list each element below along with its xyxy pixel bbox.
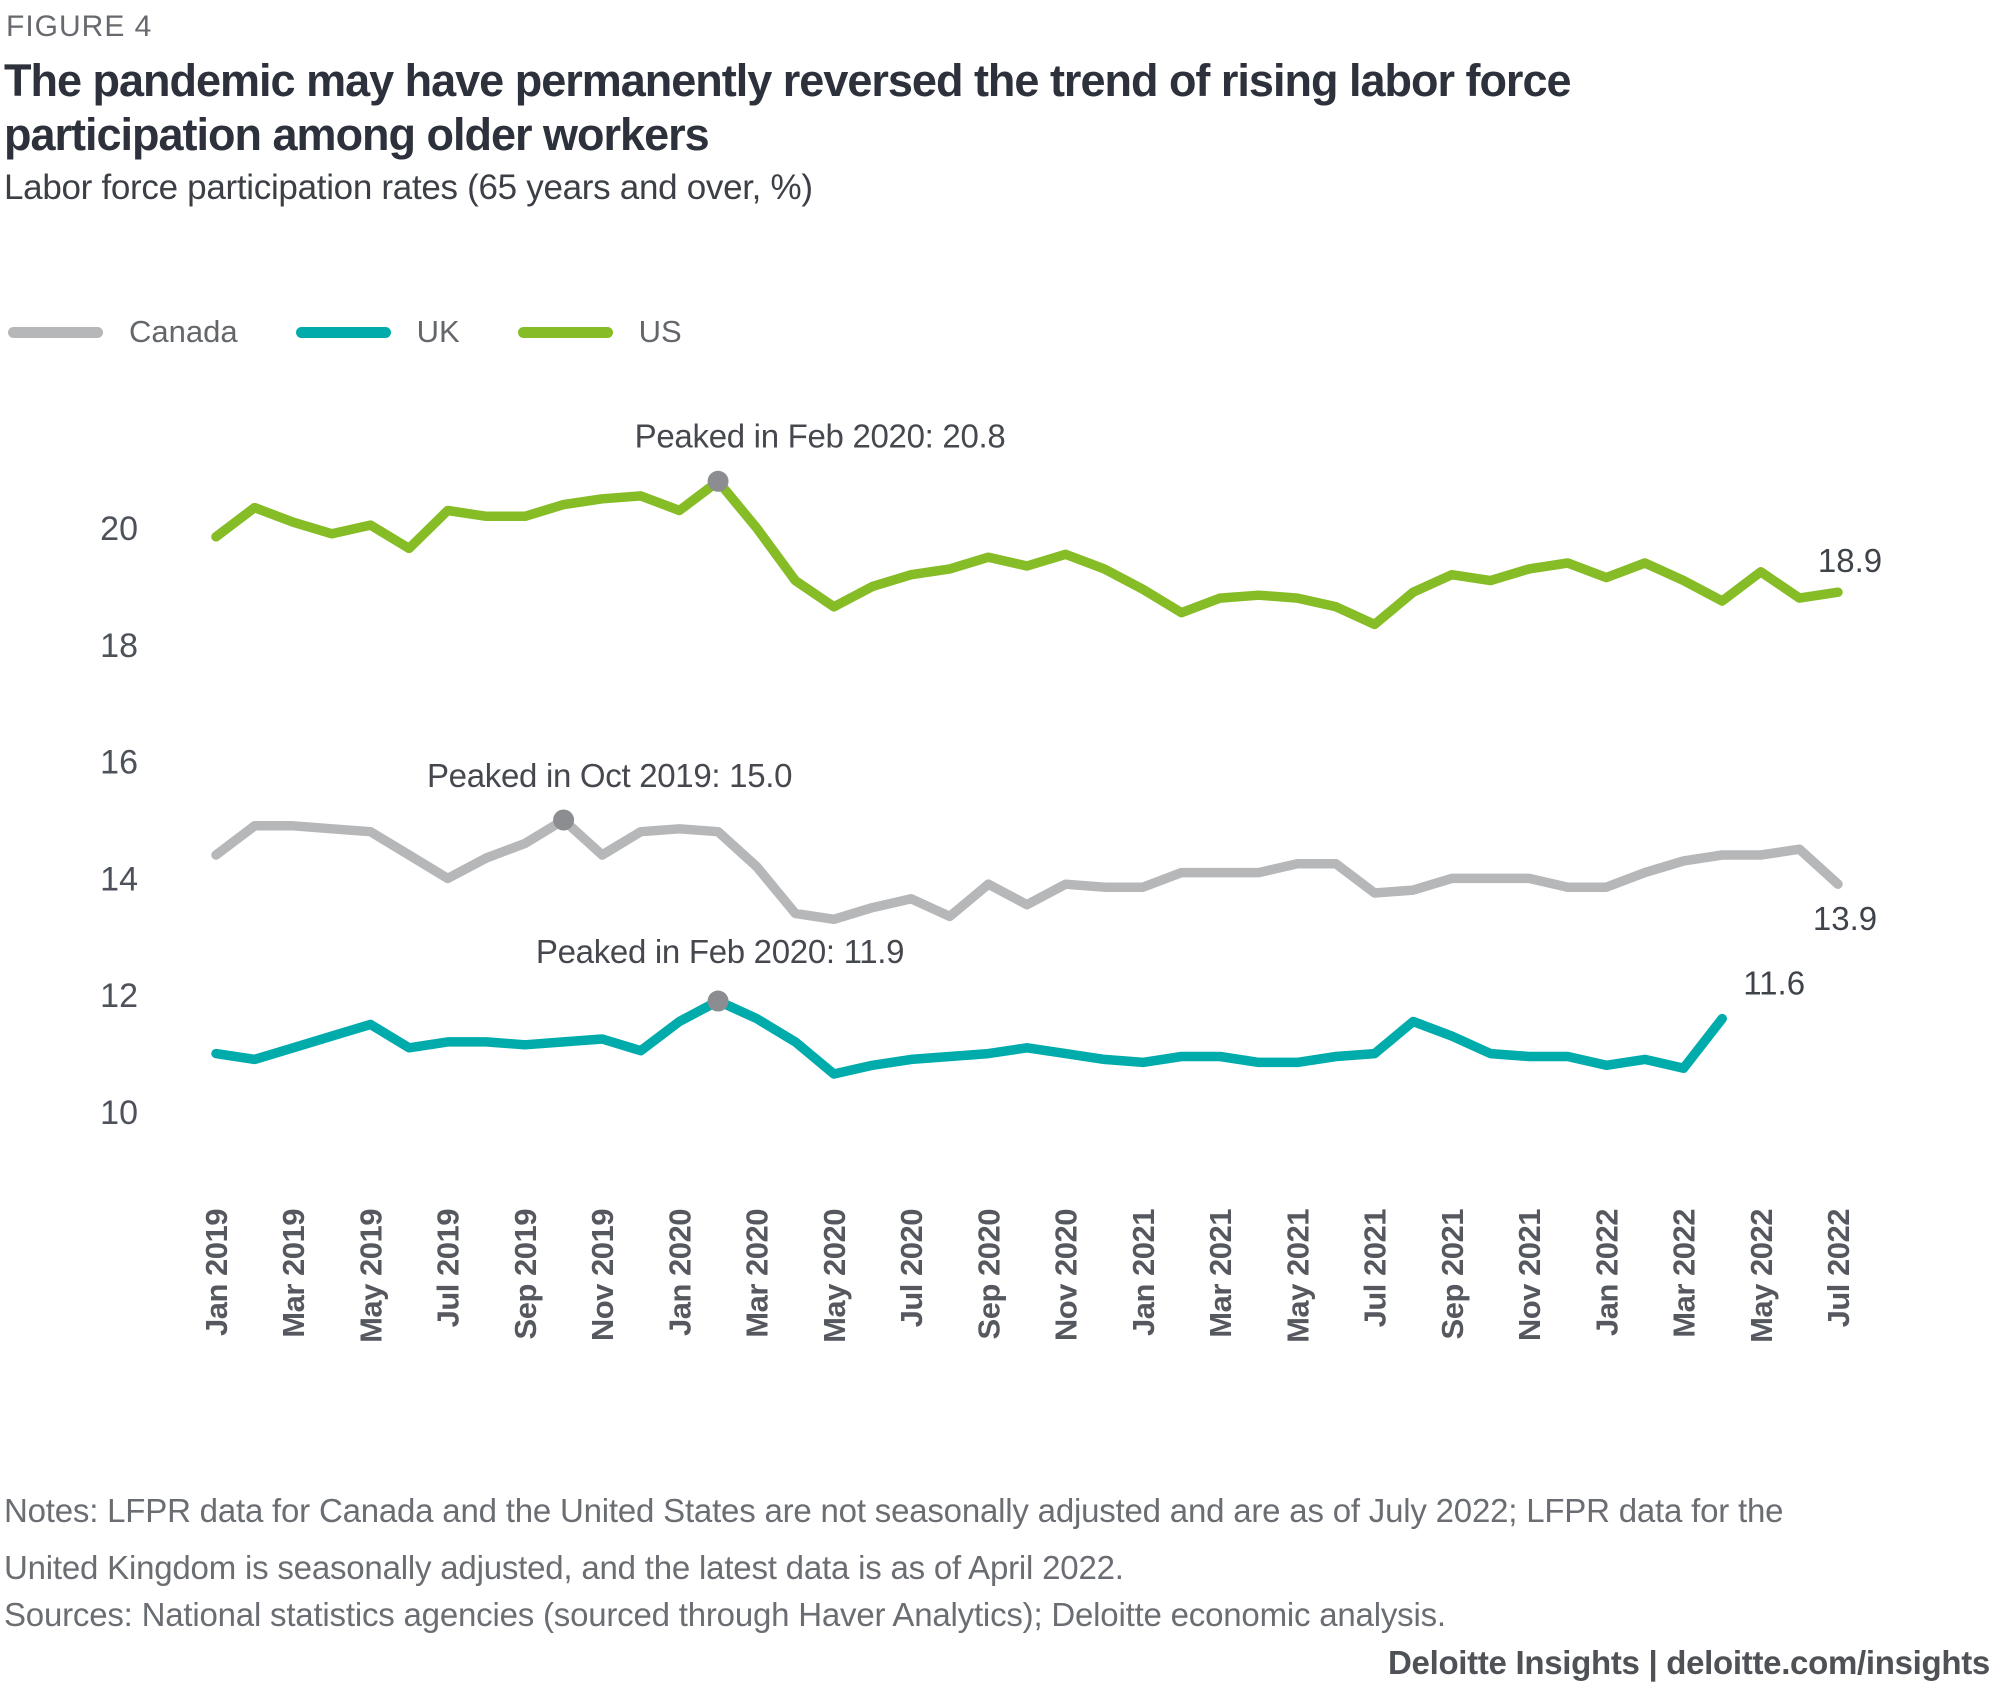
x-axis-tick-jul-2020: Jul 2020 <box>894 1209 929 1327</box>
legend-label-uk: UK <box>416 314 460 349</box>
uk-line-swatch <box>295 326 391 338</box>
chart-sources: Sources: National statistics agencies (s… <box>4 1596 1446 1633</box>
series-line-uk <box>211 996 1727 1079</box>
chart-notes: Notes: LFPR data for Canada and the Unit… <box>4 1482 1974 1596</box>
x-axis-tick-may-2019: May 2019 <box>353 1209 388 1343</box>
chart-subtitle: Labor force participation rates (65 year… <box>4 168 813 207</box>
x-axis-tick-nov-2020: Nov 2020 <box>1049 1209 1084 1341</box>
end-value-label-us: 18.9 <box>1818 542 1882 579</box>
legend-item-uk: UK <box>295 314 460 350</box>
y-axis-tick-16: 16 <box>100 744 138 782</box>
x-axis-tick-sep-2019: Sep 2019 <box>508 1209 543 1340</box>
x-axis-tick-jul-2021: Jul 2021 <box>1358 1209 1393 1328</box>
end-value-label-canada: 13.9 <box>1813 900 1877 937</box>
x-axis-tick-jan-2019: Jan 2019 <box>199 1209 234 1336</box>
y-axis-tick-14: 14 <box>100 860 138 898</box>
x-axis-tick-nov-2021: Nov 2021 <box>1512 1209 1547 1341</box>
x-axis-tick-jan-2022: Jan 2022 <box>1589 1209 1624 1336</box>
x-axis-tick-mar-2021: Mar 2021 <box>1203 1209 1238 1338</box>
notes-line-2: United Kingdom is seasonally adjusted, a… <box>4 1549 1124 1586</box>
x-axis-tick-mar-2022: Mar 2022 <box>1667 1209 1702 1338</box>
canada-line-swatch <box>8 326 103 338</box>
chart-title-line-2: participation among older workers <box>4 109 710 160</box>
legend-item-us: US <box>517 314 682 350</box>
chart-title-line-1: The pandemic may have permanently revers… <box>4 55 1572 106</box>
x-axis-tick-may-2022: May 2022 <box>1744 1209 1779 1343</box>
peak-annotation-us: Peaked in Feb 2020: 20.8 <box>635 417 1006 454</box>
notes-line-1: Notes: LFPR data for Canada and the Unit… <box>4 1492 1784 1529</box>
peak-annotation-uk: Peaked in Feb 2020: 11.9 <box>536 933 904 970</box>
x-axis-tick-mar-2019: Mar 2019 <box>276 1209 311 1338</box>
x-axis-tick-mar-2020: Mar 2020 <box>740 1209 775 1338</box>
y-axis-tick-18: 18 <box>100 627 138 665</box>
x-axis-tick-sep-2021: Sep 2021 <box>1435 1209 1470 1340</box>
chart-title: The pandemic may have permanently revers… <box>4 54 1944 162</box>
x-axis-tick-jan-2021: Jan 2021 <box>1126 1209 1161 1336</box>
peak-annotation-canada: Peaked in Oct 2019: 15.0 <box>427 757 792 794</box>
legend-label-canada: Canada <box>129 314 238 349</box>
legend-label-us: US <box>638 314 682 349</box>
legend-item-canada: Canada <box>8 314 238 350</box>
peak-dot-canada <box>553 809 575 831</box>
deloitte-insights-footer: Deloitte Insights | deloitte.com/insight… <box>1388 1644 1990 1681</box>
us-line-swatch <box>517 326 613 338</box>
figure-label: FIGURE 4 <box>6 10 153 43</box>
end-value-label-uk: 11.6 <box>1743 965 1805 1002</box>
x-axis-tick-sep-2020: Sep 2020 <box>971 1209 1006 1339</box>
x-axis-tick-may-2020: May 2020 <box>817 1209 852 1343</box>
y-axis-tick-12: 12 <box>100 977 138 1015</box>
peak-dot-uk <box>707 990 729 1012</box>
x-axis-tick-may-2021: May 2021 <box>1280 1209 1315 1343</box>
x-axis-tick-jan-2020: Jan 2020 <box>662 1209 697 1336</box>
peak-dot-us <box>707 470 729 492</box>
line-chart-canvas: 10 12 14 16 18 20 Jan 2019 Mar 2019 May 2019 Jul … <box>100 417 1882 1343</box>
y-axis-tick-20: 20 <box>100 510 138 548</box>
y-axis-tick-10: 10 <box>100 1094 138 1132</box>
legend: Canada UK US <box>8 314 740 350</box>
series-line-us <box>211 476 1843 630</box>
x-axis-tick-jul-2022: Jul 2022 <box>1821 1209 1856 1327</box>
x-axis-tick-nov-2019: Nov 2019 <box>585 1209 620 1341</box>
series-line-canada <box>211 815 1843 925</box>
x-axis-tick-jul-2019: Jul 2019 <box>431 1209 466 1328</box>
